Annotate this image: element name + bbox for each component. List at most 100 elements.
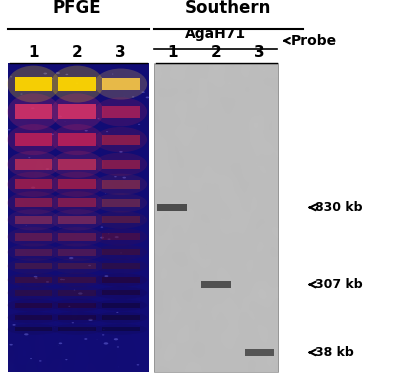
Ellipse shape bbox=[51, 66, 104, 102]
Bar bbox=[15, 104, 52, 119]
Ellipse shape bbox=[76, 83, 78, 84]
Bar bbox=[15, 215, 52, 224]
Ellipse shape bbox=[105, 193, 106, 194]
Ellipse shape bbox=[8, 124, 60, 155]
Ellipse shape bbox=[95, 127, 147, 152]
Bar bbox=[102, 315, 140, 320]
Ellipse shape bbox=[31, 107, 34, 109]
Ellipse shape bbox=[88, 319, 93, 321]
Bar bbox=[15, 303, 52, 308]
Ellipse shape bbox=[138, 124, 140, 125]
Ellipse shape bbox=[55, 72, 60, 74]
Bar bbox=[59, 303, 96, 308]
Ellipse shape bbox=[8, 324, 60, 334]
Text: 3: 3 bbox=[116, 45, 126, 60]
Bar bbox=[15, 179, 52, 189]
Ellipse shape bbox=[51, 191, 104, 215]
Bar bbox=[15, 133, 52, 146]
Bar bbox=[15, 77, 52, 92]
Bar bbox=[15, 198, 52, 208]
Text: AgaH71: AgaH71 bbox=[185, 27, 246, 41]
Ellipse shape bbox=[115, 236, 119, 238]
Ellipse shape bbox=[51, 299, 104, 312]
Ellipse shape bbox=[65, 74, 68, 75]
Bar bbox=[102, 199, 140, 207]
Ellipse shape bbox=[141, 92, 145, 93]
Bar bbox=[59, 315, 96, 320]
Ellipse shape bbox=[95, 324, 147, 334]
Ellipse shape bbox=[30, 358, 32, 359]
Bar bbox=[162, 204, 167, 211]
Bar bbox=[59, 133, 96, 146]
Bar bbox=[59, 77, 96, 92]
Ellipse shape bbox=[95, 287, 147, 299]
Ellipse shape bbox=[51, 209, 104, 230]
Bar bbox=[102, 249, 140, 255]
Ellipse shape bbox=[106, 131, 108, 132]
Bar bbox=[158, 204, 187, 211]
Ellipse shape bbox=[119, 151, 123, 152]
Ellipse shape bbox=[59, 343, 62, 344]
Bar bbox=[59, 179, 96, 189]
Bar bbox=[168, 204, 172, 211]
Bar bbox=[102, 327, 140, 331]
Ellipse shape bbox=[8, 172, 60, 197]
Text: Southern: Southern bbox=[185, 0, 271, 17]
Ellipse shape bbox=[51, 227, 104, 246]
Ellipse shape bbox=[95, 259, 147, 273]
Ellipse shape bbox=[146, 97, 149, 98]
Ellipse shape bbox=[58, 116, 62, 118]
Bar bbox=[102, 106, 140, 118]
Bar bbox=[15, 277, 52, 283]
Ellipse shape bbox=[108, 239, 110, 240]
Text: Probe: Probe bbox=[291, 34, 337, 48]
Bar bbox=[59, 277, 96, 283]
Ellipse shape bbox=[51, 243, 104, 261]
Ellipse shape bbox=[137, 364, 139, 365]
Ellipse shape bbox=[44, 83, 46, 84]
Text: 1: 1 bbox=[29, 45, 39, 60]
Bar bbox=[154, 64, 278, 372]
Ellipse shape bbox=[51, 312, 104, 323]
Bar bbox=[15, 233, 52, 241]
Ellipse shape bbox=[63, 279, 65, 280]
Ellipse shape bbox=[35, 277, 38, 279]
Bar bbox=[15, 315, 52, 320]
Text: 307 kb: 307 kb bbox=[315, 278, 362, 291]
Bar bbox=[102, 135, 140, 145]
Ellipse shape bbox=[95, 211, 147, 229]
Ellipse shape bbox=[39, 360, 42, 362]
Text: 2: 2 bbox=[210, 45, 221, 60]
Ellipse shape bbox=[51, 124, 104, 155]
Ellipse shape bbox=[8, 129, 11, 130]
Ellipse shape bbox=[8, 94, 60, 130]
Ellipse shape bbox=[8, 312, 60, 323]
Ellipse shape bbox=[78, 293, 82, 294]
Ellipse shape bbox=[117, 346, 119, 348]
Ellipse shape bbox=[51, 172, 104, 197]
Bar bbox=[15, 327, 52, 331]
Ellipse shape bbox=[65, 359, 68, 360]
Ellipse shape bbox=[101, 77, 102, 78]
Ellipse shape bbox=[34, 276, 37, 278]
Bar bbox=[59, 198, 96, 208]
Ellipse shape bbox=[10, 344, 13, 346]
Bar bbox=[158, 204, 162, 211]
Ellipse shape bbox=[51, 151, 104, 178]
Ellipse shape bbox=[95, 193, 147, 213]
Text: 2: 2 bbox=[72, 45, 83, 60]
Ellipse shape bbox=[100, 237, 104, 239]
Ellipse shape bbox=[8, 243, 60, 261]
Text: 38 kb: 38 kb bbox=[315, 346, 354, 359]
Ellipse shape bbox=[28, 157, 30, 158]
Bar bbox=[245, 348, 274, 356]
Ellipse shape bbox=[8, 273, 60, 287]
Ellipse shape bbox=[95, 174, 147, 195]
Bar bbox=[15, 290, 52, 296]
Ellipse shape bbox=[8, 66, 60, 102]
Ellipse shape bbox=[116, 312, 118, 313]
Ellipse shape bbox=[8, 209, 60, 230]
Ellipse shape bbox=[101, 227, 103, 228]
Ellipse shape bbox=[72, 322, 74, 323]
Ellipse shape bbox=[8, 299, 60, 312]
